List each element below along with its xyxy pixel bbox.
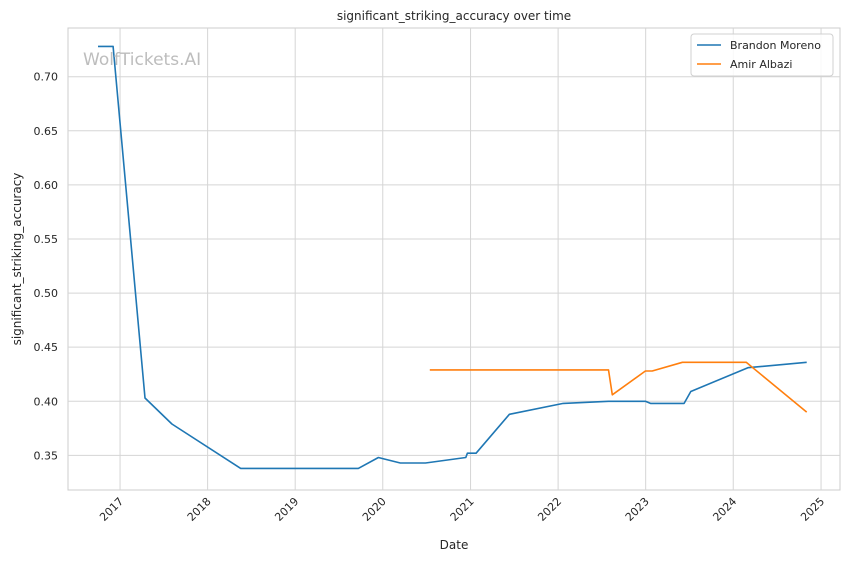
legend: Brandon Moreno Amir Albazi bbox=[690, 33, 834, 77]
y-tick-label: 0.70 bbox=[34, 71, 59, 84]
x-tick-label: 2022 bbox=[535, 495, 564, 524]
y-tick-label: 0.55 bbox=[34, 233, 59, 246]
x-axis-ticks: 2017 2018 2019 2020 2021 2022 2023 2024 2025 bbox=[97, 495, 827, 524]
legend-label-brandon-moreno: Brandon Moreno bbox=[730, 39, 821, 52]
series-lines bbox=[98, 45, 808, 470]
y-axis-ticks: 0.35 0.40 0.45 0.50 0.55 0.60 0.65 0.70 bbox=[34, 71, 59, 463]
y-tick-label: 0.60 bbox=[34, 179, 59, 192]
grid bbox=[68, 28, 840, 490]
legend-label-amir-albazi: Amir Albazi bbox=[730, 58, 792, 71]
y-tick-label: 0.35 bbox=[34, 449, 59, 462]
y-axis-label: significant_striking_accuracy bbox=[10, 173, 24, 346]
series-line-brandon-moreno bbox=[98, 45, 807, 470]
chart-title: significant_striking_accuracy over time bbox=[337, 9, 571, 23]
y-tick-label: 0.50 bbox=[34, 287, 59, 300]
x-axis-label: Date bbox=[440, 538, 469, 552]
y-tick-label: 0.45 bbox=[34, 341, 59, 354]
watermark: WolfTickets.AI bbox=[83, 50, 201, 70]
x-tick-label: 2021 bbox=[448, 495, 477, 524]
x-tick-label: 2019 bbox=[272, 495, 301, 524]
y-tick-label: 0.40 bbox=[34, 395, 59, 408]
legend-box bbox=[690, 33, 834, 77]
y-tick-label: 0.65 bbox=[34, 125, 59, 138]
series-line-amir-albazi bbox=[429, 361, 808, 413]
x-tick-label: 2023 bbox=[623, 495, 652, 524]
x-tick-label: 2018 bbox=[185, 495, 214, 524]
x-tick-label: 2017 bbox=[97, 495, 126, 524]
x-tick-label: 2024 bbox=[710, 495, 739, 524]
plot-area bbox=[67, 27, 841, 491]
x-tick-label: 2025 bbox=[798, 495, 827, 524]
x-tick-label: 2020 bbox=[360, 495, 389, 524]
